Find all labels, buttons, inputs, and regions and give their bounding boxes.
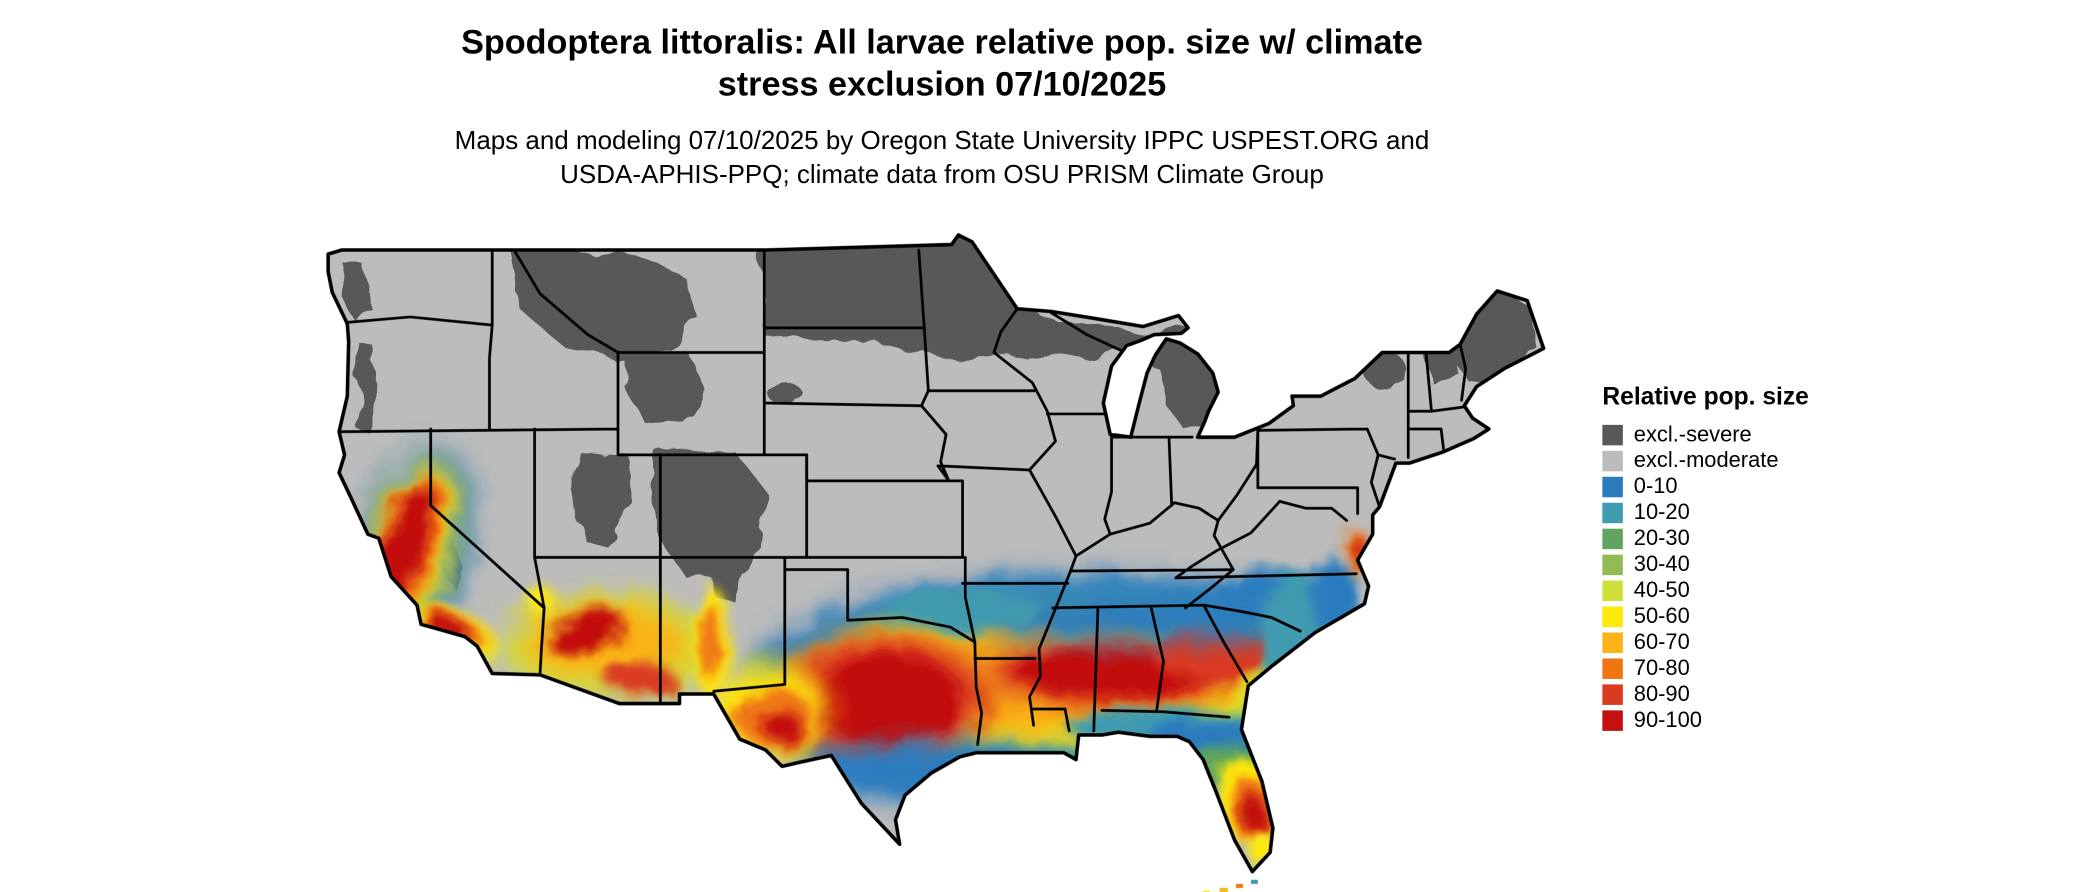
legend-item: excl.-moderate [1602, 448, 1809, 474]
legend-item-label: excl.-moderate [1633, 448, 1779, 472]
legend-item: 10-20 [1602, 500, 1809, 526]
map-subtitle-line1: Maps and modeling 07/10/2025 by Oregon S… [454, 127, 1430, 156]
map-subtitle: Maps and modeling 07/10/2025 by Oregon S… [0, 124, 1884, 192]
header: Spodoptera littoralis: All larvae relati… [0, 22, 1884, 193]
legend-swatch [1602, 684, 1623, 705]
legend-item-label: 0-10 [1633, 474, 1678, 498]
legend-swatch [1602, 476, 1623, 498]
legend-item-label: 40-50 [1633, 578, 1690, 602]
legend-item: 40-50 [1602, 578, 1809, 604]
legend-item: 20-30 [1602, 526, 1809, 552]
legend-item: 90-100 [1602, 708, 1809, 734]
legend-swatch [1602, 502, 1623, 524]
legend-item: excl.-severe [1602, 422, 1809, 448]
state-borders [337, 248, 1468, 746]
legend-item-label: 80-90 [1633, 682, 1690, 706]
legend-item: 60-70 [1602, 630, 1809, 656]
legend-swatch [1602, 424, 1623, 446]
legend-swatch [1602, 580, 1623, 602]
legend-item: 80-90 [1602, 682, 1809, 708]
map-subtitle-line2: USDA-APHIS-PPQ; climate data from OSU PR… [560, 161, 1324, 190]
legend-swatch [1602, 528, 1623, 550]
legend-item-label: 10-20 [1633, 500, 1690, 524]
legend-item: 0-10 [1602, 474, 1809, 500]
legend-item: 70-80 [1602, 656, 1809, 682]
legend-item-label: 70-80 [1633, 656, 1690, 680]
legend-item-label: excl.-severe [1633, 422, 1752, 447]
legend-items: excl.-severe excl.-moderate 0-10 10-20 20-30… [1602, 422, 1809, 733]
legend-item-label: 50-60 [1633, 604, 1690, 628]
legend-swatch [1602, 554, 1623, 576]
legend-swatch [1602, 450, 1623, 472]
legend-swatch [1602, 710, 1623, 731]
legend-item-label: 90-100 [1633, 708, 1702, 732]
legend-item: 30-40 [1602, 552, 1809, 578]
legend-swatch [1602, 658, 1623, 679]
us-outline [326, 233, 1546, 874]
map-title-line1: Spodoptera littoralis: All larvae relati… [461, 23, 1423, 62]
map-title-line2: stress exclusion 07/10/2025 [717, 65, 1167, 104]
legend-item: 50-60 [1602, 604, 1809, 630]
legend: Relative pop. size excl.-severe excl.-mod… [1602, 383, 1809, 734]
legend-item-label: 30-40 [1633, 552, 1690, 576]
population-heat-regions [348, 452, 1402, 872]
florida-keys [1203, 879, 1258, 892]
legend-item-label: 60-70 [1633, 630, 1690, 654]
legend-item-label: 20-30 [1633, 526, 1690, 550]
legend-swatch [1602, 632, 1623, 653]
legend-title: Relative pop. size [1602, 382, 1809, 410]
legend-swatch [1602, 606, 1623, 628]
